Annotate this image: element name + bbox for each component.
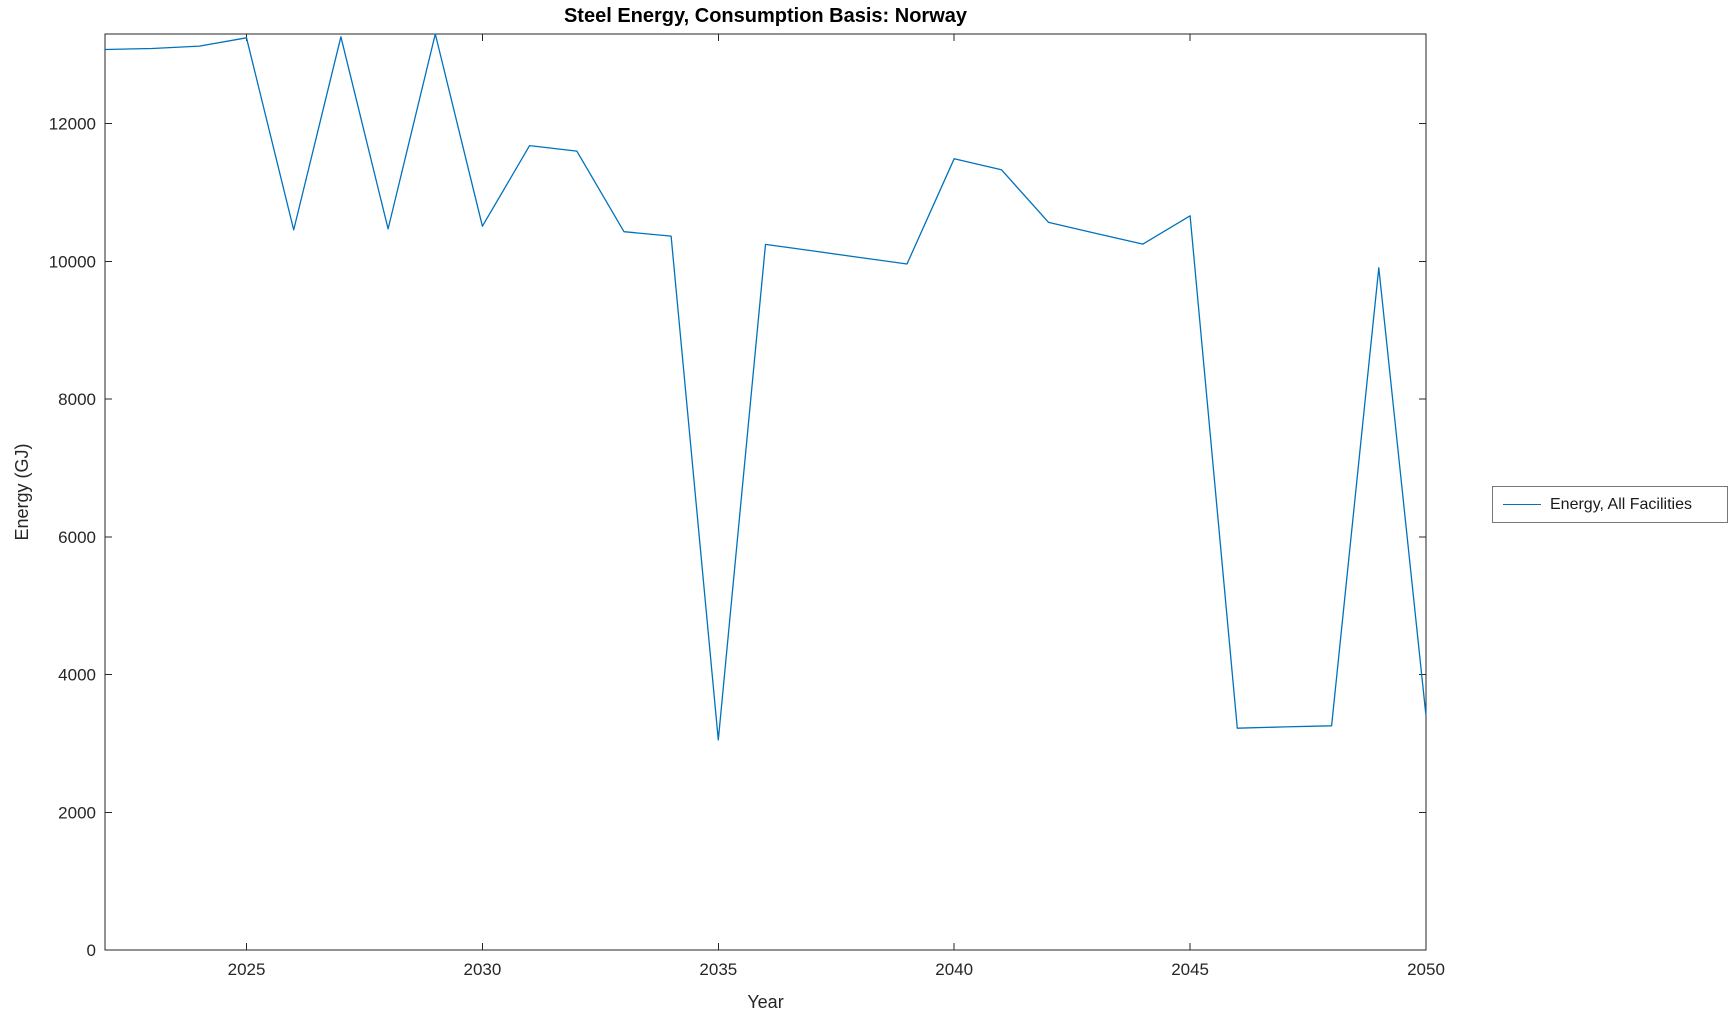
series-line-energy-all-facilities xyxy=(104,33,1427,741)
chart-title: Steel Energy, Consumption Basis: Norway xyxy=(563,5,968,27)
y-tick-label: 4000 xyxy=(58,666,96,685)
y-tick-label: 0 xyxy=(87,941,96,960)
legend-line-sample xyxy=(1503,504,1541,505)
y-tick-label: 12000 xyxy=(49,115,96,134)
x-tick-label: 2040 xyxy=(935,960,973,979)
legend-label: Energy, All Facilities xyxy=(1550,495,1692,513)
x-axis-label: Year xyxy=(747,992,784,1012)
x-tick-label: 2025 xyxy=(228,960,266,979)
y-tick-label: 6000 xyxy=(58,528,96,547)
y-tick-label: 8000 xyxy=(58,390,96,409)
x-tick-label: 2045 xyxy=(1171,960,1209,979)
x-tick-label: 2050 xyxy=(1407,960,1445,979)
y-tick-label: 10000 xyxy=(49,252,96,271)
plot-frame xyxy=(104,33,1427,951)
x-tick-label: 2030 xyxy=(464,960,502,979)
legend: Energy, All Facilities xyxy=(1492,486,1728,523)
y-tick-label: 2000 xyxy=(58,803,96,822)
y-axis-label: Energy (GJ) xyxy=(12,443,32,541)
x-tick-label: 2035 xyxy=(699,960,737,979)
